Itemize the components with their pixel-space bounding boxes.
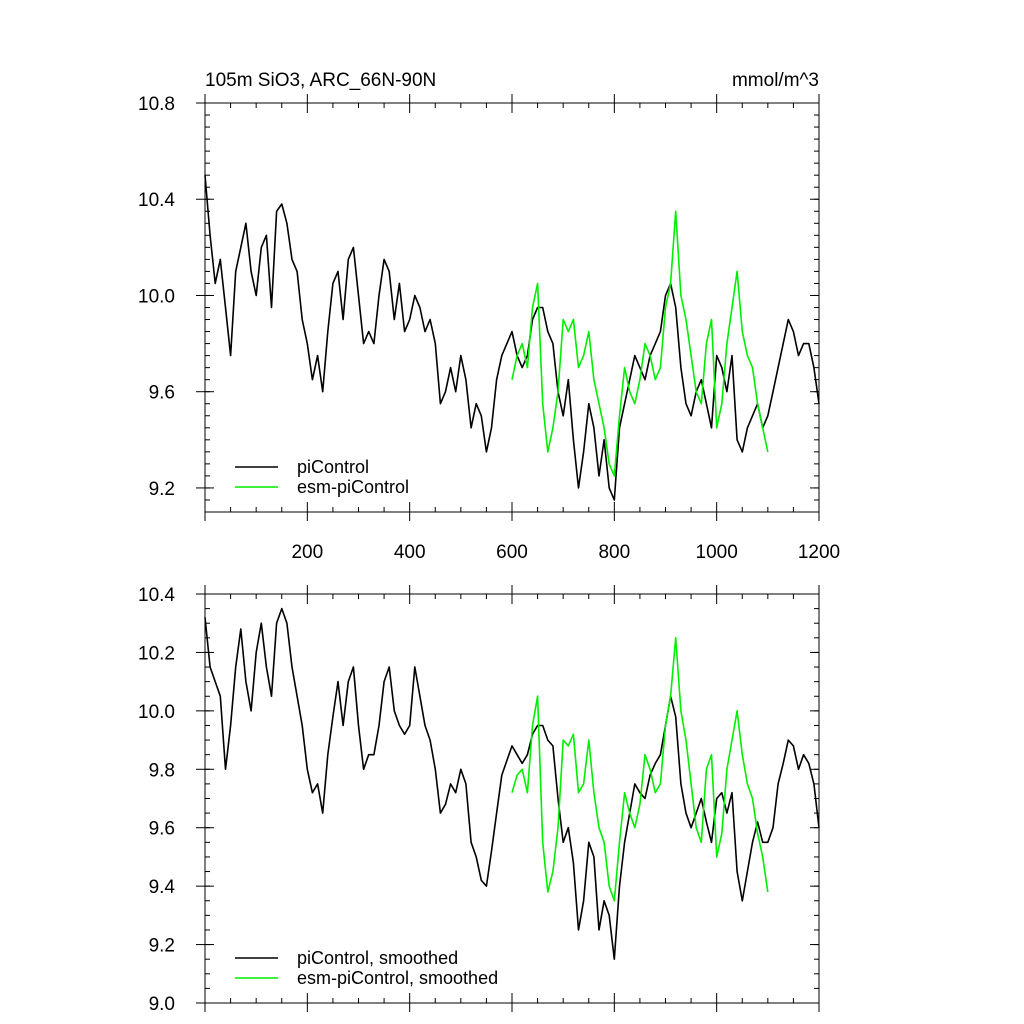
bottom-y-tick-labels: 10.4 10.2 10.0 9.8 9.6 9.4 9.2 9.0	[138, 585, 175, 1015]
top-series-group	[204, 175, 820, 501]
y-tick-label: 9.4	[149, 877, 176, 898]
units-label: mmol/m^3	[732, 70, 819, 91]
y-tick-label: 10.8	[138, 94, 175, 115]
x-tick-label: 400	[394, 542, 426, 563]
top-y-tick-labels: 10.8 10.4 10.0 9.6 9.2	[138, 94, 175, 500]
legend-label: piControl	[297, 457, 369, 477]
y-tick-label: 10.0	[138, 702, 175, 723]
y-tick-label: 9.6	[149, 819, 175, 840]
bottom-panel: 10.4 10.2 10.0 9.8 9.6 9.4 9.2 9.0 piControl, s…	[138, 585, 820, 1015]
x-tick-label: 600	[496, 542, 528, 563]
top-panel: 105m SiO3, ARC_66N-90N mmol/m^3 10.8 10.4…	[138, 70, 840, 563]
legend-label: piControl, smoothed	[297, 948, 458, 968]
y-tick-label: 9.8	[149, 760, 175, 781]
y-tick-label: 10.2	[138, 643, 175, 664]
top-x-tick-labels: 200 400 600 800 1000 1200	[291, 542, 840, 563]
x-tick-label: 800	[598, 542, 630, 563]
bottom-series-group	[204, 607, 820, 961]
y-tick-label: 10.4	[138, 585, 175, 606]
x-tick-label: 1000	[696, 542, 738, 563]
x-tick-label: 200	[291, 542, 323, 563]
top-plot-frame	[204, 102, 820, 513]
series-line-picontrol	[204, 175, 820, 501]
bottom-axis-ticks	[196, 585, 820, 1012]
legend-label: esm-piControl, smoothed	[297, 968, 498, 988]
chart-title: 105m SiO3, ARC_66N-90N	[205, 70, 436, 91]
y-tick-label: 9.2	[149, 936, 175, 957]
series-line-esm-picontrol	[511, 636, 769, 902]
y-tick-label: 10.4	[138, 190, 175, 211]
y-tick-label: 9.2	[149, 479, 175, 500]
y-tick-label: 9.0	[149, 994, 175, 1015]
series-line-picontrol	[204, 607, 820, 961]
legend-label: esm-piControl	[297, 477, 409, 497]
x-tick-label: 1200	[798, 542, 840, 563]
y-tick-label: 9.6	[149, 383, 175, 404]
y-tick-label: 10.0	[138, 286, 175, 307]
series-line-esm-picontrol	[511, 210, 769, 477]
top-axis-ticks	[196, 94, 820, 521]
bottom-plot-frame	[204, 593, 820, 1004]
